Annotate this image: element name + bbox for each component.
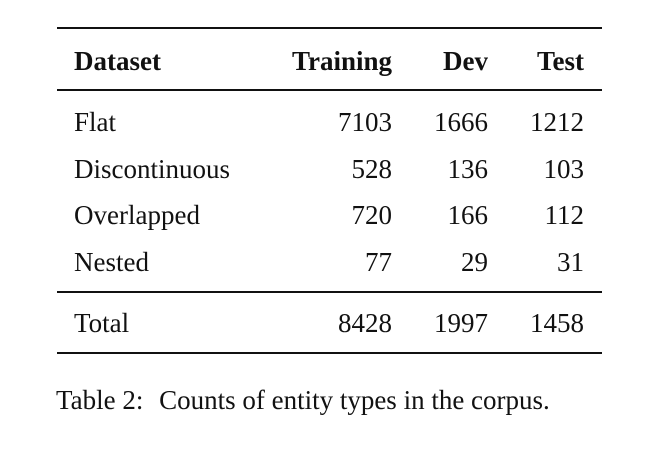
test-count: 1212 bbox=[530, 107, 584, 137]
table-caption: Table 2: Counts of entity types in the c… bbox=[56, 383, 550, 417]
table-row: Overlapped 720 166 112 bbox=[0, 198, 659, 232]
total-label: Total bbox=[74, 308, 130, 338]
row-label: Overlapped bbox=[74, 200, 200, 230]
column-header-dataset: Dataset bbox=[74, 46, 161, 76]
table-header-row: Dataset Training Dev Test bbox=[0, 44, 659, 78]
test-count: 31 bbox=[557, 247, 584, 277]
dev-total: 1997 bbox=[434, 308, 488, 338]
table-row: Discontinuous 528 136 103 bbox=[0, 152, 659, 186]
row-label: Flat bbox=[74, 107, 117, 137]
column-header-dev: Dev bbox=[443, 46, 488, 76]
dev-count: 1666 bbox=[434, 107, 488, 137]
dev-count: 29 bbox=[461, 247, 488, 277]
table-row: Nested 77 29 31 bbox=[0, 245, 659, 279]
test-count: 103 bbox=[543, 154, 585, 184]
dev-count: 166 bbox=[447, 200, 489, 230]
table-row: Flat 7103 1666 1212 bbox=[0, 105, 659, 139]
test-count: 112 bbox=[544, 200, 585, 230]
test-total: 1458 bbox=[530, 308, 584, 338]
caption-text: Counts of entity types in the corpus. bbox=[159, 385, 550, 415]
row-label: Discontinuous bbox=[74, 154, 231, 184]
column-header-training: Training bbox=[291, 46, 392, 76]
training-count: 528 bbox=[351, 154, 393, 184]
training-count: 7103 bbox=[338, 107, 392, 137]
dev-count: 136 bbox=[447, 154, 489, 184]
column-header-test: Test bbox=[536, 46, 584, 76]
training-total: 8428 bbox=[338, 308, 392, 338]
caption-label: Table 2: bbox=[56, 385, 144, 415]
training-count: 720 bbox=[351, 200, 393, 230]
row-label: Nested bbox=[74, 247, 149, 277]
training-count: 77 bbox=[365, 247, 392, 277]
table-bottom-rule bbox=[57, 352, 602, 354]
table-total-rule bbox=[57, 291, 602, 293]
table-header-rule bbox=[57, 89, 602, 91]
table-total-row: Total 8428 1997 1458 bbox=[0, 306, 659, 340]
table-top-rule bbox=[57, 27, 602, 29]
